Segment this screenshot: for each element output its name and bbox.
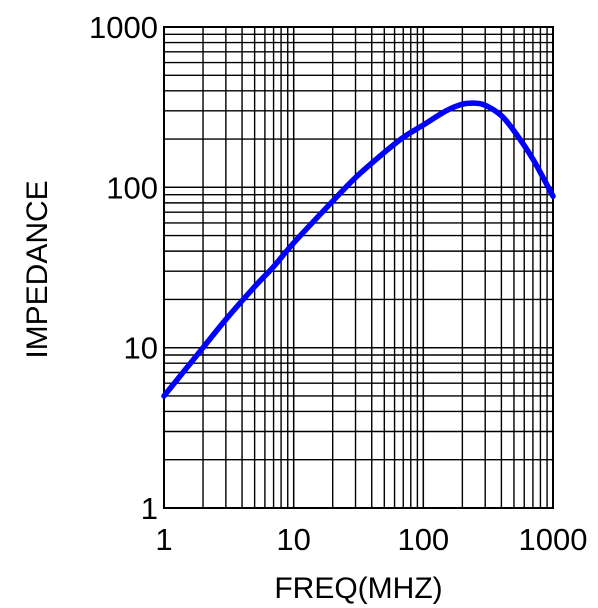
grid xyxy=(163,26,554,509)
x-axis-label: FREQ(MHZ) xyxy=(274,572,442,605)
y-tick-label: 10 xyxy=(124,331,158,366)
x-tick-label: 10 xyxy=(276,522,310,557)
y-tick-label: 1000 xyxy=(89,10,158,45)
plot-area-frame xyxy=(163,26,554,509)
x-tick-label: 1000 xyxy=(519,522,588,557)
tick-labels: 1 10 100 1000 1 10 100 1000 xyxy=(89,10,587,557)
impedance-curve-series-0 xyxy=(161,100,556,399)
y-tick-label: 1 xyxy=(141,491,158,526)
y-axis-label: IMPEDANCE xyxy=(21,180,54,358)
x-tick-label: 100 xyxy=(397,522,449,557)
series-group xyxy=(161,100,556,399)
y-tick-label: 100 xyxy=(106,170,158,205)
x-tick-label: 1 xyxy=(155,522,172,557)
